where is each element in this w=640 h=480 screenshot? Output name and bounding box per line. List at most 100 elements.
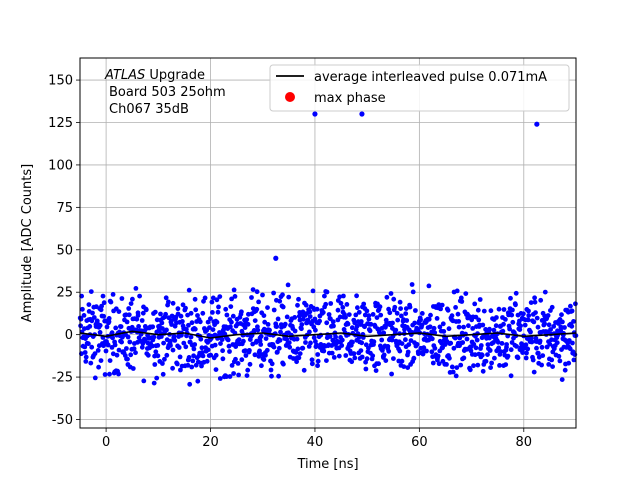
scatter-point (217, 294, 223, 299)
scatter-point (141, 378, 147, 384)
scatter-point (99, 303, 104, 309)
scatter-point (471, 363, 476, 369)
y-tick-label: 50 (56, 243, 73, 258)
scatter-point (453, 305, 458, 310)
scatter-point (351, 351, 357, 356)
scatter-point (461, 324, 466, 330)
scatter-point (377, 330, 383, 336)
scatter-point (389, 337, 395, 343)
scatter-point (152, 309, 158, 315)
scatter-point (453, 373, 459, 379)
scatter-point (110, 292, 116, 297)
scatter-point (164, 327, 169, 333)
scatter-point (220, 348, 226, 354)
scatter-point (181, 340, 187, 346)
scatter-point (81, 313, 87, 318)
scatter-point (458, 362, 464, 368)
scatter-point (145, 352, 151, 358)
scatter-point (160, 371, 166, 377)
scatter-point (313, 327, 318, 333)
scatter-point (439, 340, 444, 346)
scatter-point (186, 322, 191, 328)
scatter-point (366, 345, 371, 351)
scatter-point (573, 301, 578, 307)
scatter-point (280, 292, 285, 298)
scatter-point (180, 319, 185, 324)
scatter-point (367, 328, 373, 334)
scatter-point (324, 320, 330, 326)
scatter-point (497, 363, 502, 368)
scatter-point (128, 301, 134, 306)
scatter-point (374, 315, 380, 320)
scatter-point (97, 323, 103, 328)
scatter-point (244, 317, 250, 322)
scatter-point (441, 329, 447, 334)
scatter-point (329, 350, 335, 356)
scatter-point (405, 349, 411, 355)
scatter-point (214, 297, 220, 303)
scatter-point (109, 330, 115, 336)
scatter-point (545, 313, 551, 318)
scatter-point (183, 344, 189, 350)
scatter-point (214, 319, 220, 325)
scatter-point (226, 343, 232, 349)
scatter-point (546, 362, 552, 367)
scatter-point (188, 334, 194, 340)
scatter-point (397, 299, 403, 305)
scatter-point (88, 360, 94, 366)
scatter-point (229, 296, 235, 302)
scatter-point (509, 312, 515, 318)
scatter-point (468, 348, 474, 354)
scatter-point (133, 286, 139, 291)
scatter-point (324, 289, 330, 295)
scatter-point (534, 345, 539, 351)
scatter-point (439, 302, 445, 308)
scatter-point (263, 336, 269, 341)
scatter-point (239, 309, 244, 315)
scatter-point (307, 309, 313, 315)
scatter-point (567, 346, 573, 352)
scatter-point (525, 317, 531, 323)
scatter-point (570, 340, 575, 346)
scatter-point (97, 330, 103, 335)
scatter-point (327, 334, 333, 339)
scatter-point (119, 339, 124, 345)
scatter-point (140, 310, 146, 316)
scatter-point (556, 321, 561, 326)
x-tick-label: 40 (307, 435, 324, 450)
scatter-point (170, 347, 176, 353)
scatter-point (475, 362, 481, 368)
scatter-point (390, 320, 395, 326)
scatter-point (389, 371, 394, 377)
scatter-point (364, 308, 370, 314)
scatter-point (244, 373, 250, 378)
scatter-point (210, 310, 215, 315)
scatter-point (295, 302, 300, 308)
scatter-point (131, 346, 137, 352)
scatter-point (231, 371, 237, 376)
scatter-point (321, 348, 327, 354)
scatter-point (510, 307, 515, 313)
scatter-point (276, 373, 281, 379)
scatter-point (287, 344, 293, 350)
legend-label-max-phase: max phase (314, 91, 386, 106)
y-tick-label: -25 (52, 371, 73, 386)
scatter-point (499, 341, 505, 346)
scatter-point (514, 344, 519, 349)
scatter-point (398, 306, 403, 311)
legend-box (269, 64, 570, 112)
y-tick-label: 75 (56, 201, 73, 216)
scatter-point (491, 327, 497, 333)
legend-label-average: average interleaved pulse 0.071mA (314, 70, 547, 85)
scatter-point (167, 338, 173, 344)
scatter-point (537, 338, 543, 344)
scatter-point (344, 302, 350, 307)
y-tick-label: 100 (48, 158, 73, 173)
scatter-point (526, 308, 531, 314)
annotation-upgrade: Upgrade (145, 68, 205, 83)
scatter-point (494, 315, 499, 320)
scatter-point (522, 322, 528, 328)
scatter-point (338, 300, 344, 306)
scatter-point (460, 340, 466, 345)
scatter-point (89, 344, 95, 350)
